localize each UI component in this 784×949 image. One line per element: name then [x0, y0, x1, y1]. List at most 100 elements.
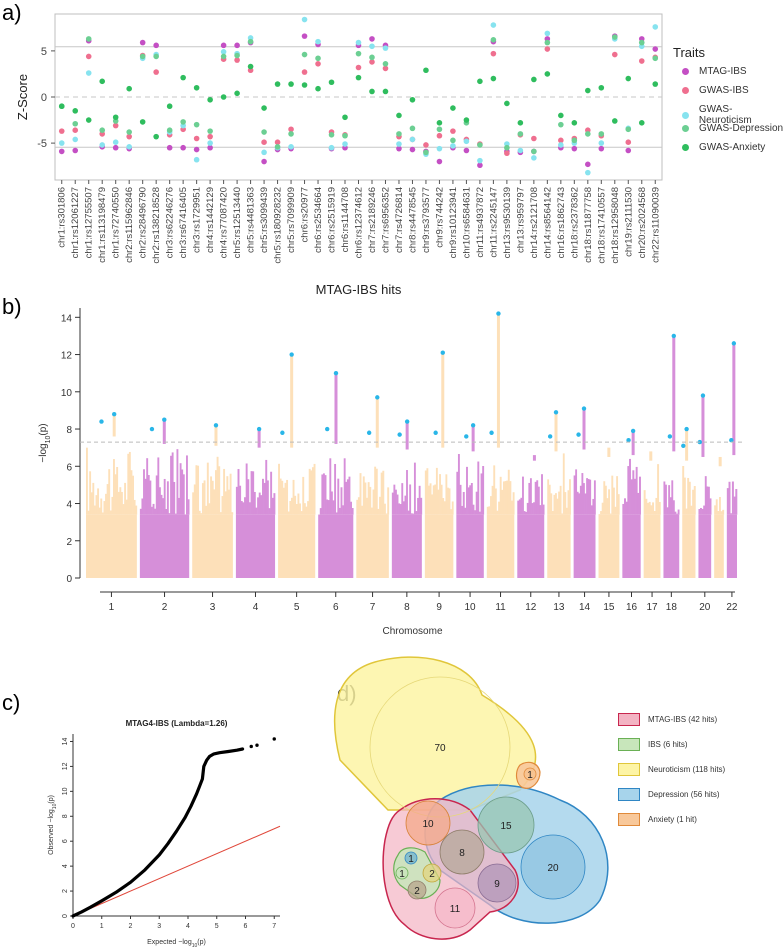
panel-b-chromosome-column: [235, 486, 238, 515]
panel-a-point-gwas-anxiety: [247, 63, 254, 70]
panel-a-point-gwas-depression: [409, 125, 416, 132]
panel-a-point-gwas-neuroticism: [369, 43, 375, 50]
panel-b-chromosome-column: [100, 498, 103, 515]
panel-a-point-gwas-anxiety: [436, 120, 443, 126]
panel-b-chromosome-column: [158, 487, 161, 515]
panel-a-point-mtag-ibs: [207, 144, 213, 151]
panel-b-chromosome-column: [208, 503, 211, 515]
panel-a-x-tick-label: chr2:rs28496790: [138, 187, 149, 258]
panel-b-x-tick-label: 16: [626, 602, 638, 613]
panel-a-legend-marker: [682, 87, 689, 94]
panel-a-point-gwas-ibs: [153, 69, 159, 75]
panel-b-chromosome-column: [575, 469, 578, 515]
panel-a-point-gwas-neuroticism: [409, 136, 416, 143]
panel-d-legend-item: MTAG-IBS (42 hits): [618, 713, 717, 726]
panel-b-chromosome-bulk: [663, 514, 680, 578]
panel-b-chromosome-bulk: [517, 514, 545, 578]
panel-b-chromosome-column: [491, 485, 494, 515]
panel-b-chromosome-column: [375, 468, 378, 515]
panel-b-chromosome-20: [697, 393, 712, 578]
panel-a-point-gwas-depression: [558, 121, 564, 128]
panel-b-chromosome-column: [387, 487, 390, 515]
panel-b-x-tick-label: 12: [525, 602, 537, 613]
panel-b-chromosome-column: [717, 511, 720, 515]
panel-b-chromosome-column: [327, 500, 330, 515]
panel-b-chromosome-bulk: [573, 514, 596, 578]
panel-b-chromosome-18: [663, 333, 680, 578]
panel-b-lead-snp: [547, 434, 553, 439]
panel-a-y-tick-label: -5: [37, 138, 47, 150]
panel-a-legend-label: GWAS-Depression: [699, 123, 784, 134]
panel-b-chromosome-column: [525, 511, 528, 515]
panel-b-chromosome-column: [322, 473, 325, 515]
panel-b-chromosome-column: [424, 470, 427, 515]
panel-c-y-axis-label-tail: (p): [48, 795, 55, 804]
panel-d-legend-item: Neuroticism (118 hits): [618, 763, 725, 776]
panel-b-chromosome-column: [523, 511, 526, 515]
panel-a-point-gwas-neuroticism: [58, 140, 65, 146]
panel-a-point-gwas-anxiety: [450, 105, 456, 111]
panel-a-point-gwas-depression: [274, 144, 281, 150]
panel-b-chromosome-column: [284, 482, 287, 515]
panel-b-chromosome-column: [144, 478, 147, 515]
panel-b-chromosome-column: [197, 465, 200, 515]
panel-b-y-tick-label: 8: [66, 425, 72, 436]
panel-b-peak-tower: [672, 335, 676, 452]
panel-b-peak-tower: [112, 414, 116, 437]
panel-b-x-tick-label: 11: [495, 602, 506, 613]
panel-c-x-tick-label: 0: [71, 923, 75, 930]
panel-b-chromosome-column: [242, 502, 245, 515]
panel-b-chromosome-column: [224, 491, 227, 515]
panel-d-region-circle: [395, 866, 409, 880]
panel-b-chromosome-column: [715, 499, 718, 515]
panel-b-chromosome-column: [253, 491, 256, 515]
panel-a-point-gwas-depression: [234, 52, 240, 59]
panel-b-chromosome-column: [116, 466, 119, 515]
panel-b-chromosome-column: [434, 484, 437, 515]
panel-d-region-count: 20: [547, 863, 559, 874]
panel-a-point-gwas-ibs: [558, 137, 564, 144]
panel-b-chromosome-column: [154, 508, 157, 515]
panel-a-point-gwas-anxiety: [193, 84, 200, 91]
panel-b-chromosome-column: [558, 491, 561, 515]
panel-a-point-gwas-anxiety: [85, 117, 92, 123]
panel-c-y-tick-label: 0: [62, 914, 69, 918]
panel-c-x-axis-label-prefix: −log: [178, 939, 192, 946]
panel-b-peak-tower: [554, 412, 558, 452]
panel-b-y-axis-label-sub: 10: [45, 436, 52, 444]
panel-a-point-gwas-depression: [301, 51, 308, 58]
panel-b-chromosome-column: [726, 488, 729, 515]
panel-d-region-circle: [407, 880, 427, 900]
panel-a-point-gwas-depression: [342, 132, 348, 139]
panel-a-point-gwas-anxiety: [585, 87, 591, 94]
panel-b-chromosome-column: [551, 511, 554, 515]
panel-b-chromosome-column: [409, 484, 412, 515]
panel-a-point-gwas-ibs: [504, 150, 510, 157]
panel-a-point-gwas-depression: [99, 127, 106, 133]
panel-a-point-gwas-ibs: [531, 135, 537, 142]
panel-b-chromosome-column: [415, 511, 418, 515]
panel-c-y-axis-label-prefix: −log: [48, 809, 55, 823]
panel-b-chromosome-column: [496, 510, 499, 515]
panel-a-point-mtag-ibs: [193, 146, 200, 153]
panel-b-chromosome-column: [467, 487, 470, 515]
panel-b-chromosome-column: [219, 512, 222, 515]
panel-a-point-mtag-ibs: [58, 148, 65, 155]
panel-b-lead-snp: [626, 438, 631, 443]
panel-a-point-mtag-ibs: [301, 33, 308, 39]
panel-b-chromosome-column: [181, 469, 184, 515]
panel-a-x-tick-label: chr18:rs12958048: [610, 187, 621, 264]
panel-b-chromosome-bulk: [424, 514, 454, 578]
panel-b-chromosome-column: [630, 479, 633, 515]
panel-b-chromosome-bulk: [278, 514, 316, 578]
panel-b-chromosome-column: [198, 510, 201, 515]
panel-b-chromosome-column: [506, 480, 509, 515]
panel-a-point-gwas-depression: [585, 131, 591, 137]
panel-b-chromosome-column: [440, 484, 443, 515]
panel-b-chromosome-21: [714, 456, 725, 578]
panel-b-chromosome-column: [139, 508, 142, 515]
panel-a-x-tick-label: chr2:rs138218528: [151, 187, 162, 264]
panel-b-chromosome-column: [634, 478, 636, 515]
panel-b-chromosome-column: [459, 484, 462, 515]
panel-b-chromosome-column: [362, 476, 365, 515]
